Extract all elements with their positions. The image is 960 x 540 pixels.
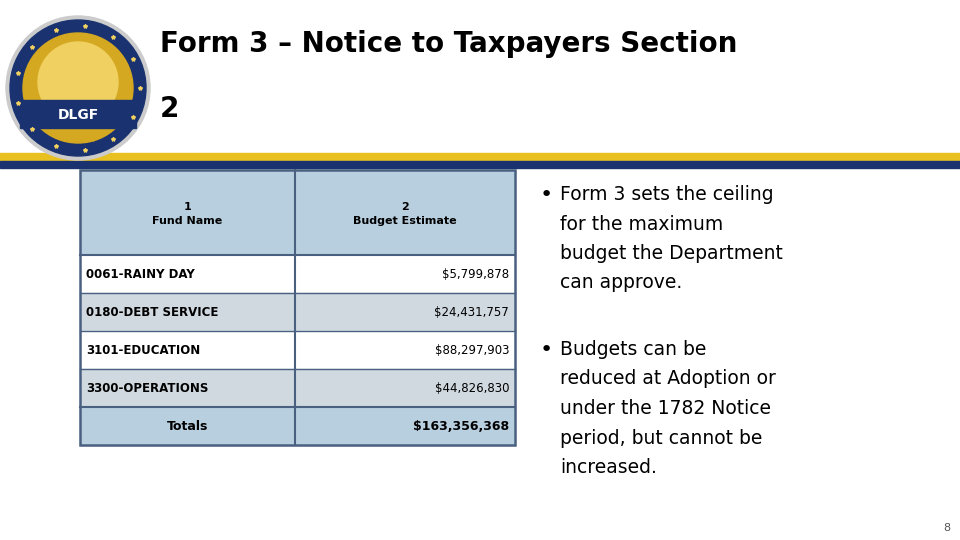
Text: $44,826,830: $44,826,830 <box>435 381 509 395</box>
Text: Form 3 – Notice to Taxpayers Section: Form 3 – Notice to Taxpayers Section <box>160 30 737 58</box>
Text: Budgets can be
reduced at Adoption or
under the 1782 Notice
period, but cannot b: Budgets can be reduced at Adoption or un… <box>560 340 776 477</box>
Text: 0180-DEBT SERVICE: 0180-DEBT SERVICE <box>86 306 218 319</box>
Text: $24,431,757: $24,431,757 <box>434 306 509 319</box>
Bar <box>80 170 515 445</box>
Circle shape <box>6 16 150 160</box>
Bar <box>80 331 515 369</box>
Text: INDIANA: INDIANA <box>61 136 94 145</box>
Bar <box>80 170 515 255</box>
Text: DLGF: DLGF <box>58 108 99 122</box>
Text: 0061-RAINY DAY: 0061-RAINY DAY <box>86 267 195 280</box>
Bar <box>80 293 515 331</box>
Text: 3300-OPERATIONS: 3300-OPERATIONS <box>86 381 208 395</box>
Bar <box>0 161 960 168</box>
Text: 2: 2 <box>401 201 409 212</box>
Text: 2: 2 <box>160 95 180 123</box>
Circle shape <box>38 42 118 122</box>
Text: •: • <box>540 340 553 360</box>
Bar <box>80 255 515 293</box>
Bar <box>0 153 960 161</box>
Circle shape <box>10 20 146 156</box>
Text: 8: 8 <box>943 523 950 533</box>
Bar <box>80 369 515 407</box>
Bar <box>80 407 515 445</box>
Text: 1: 1 <box>183 201 191 212</box>
Text: $5,799,878: $5,799,878 <box>442 267 509 280</box>
Text: 3101-EDUCATION: 3101-EDUCATION <box>86 343 201 356</box>
Text: $163,356,368: $163,356,368 <box>413 420 509 433</box>
Text: Form 3 sets the ceiling
for the maximum
budget the Department
can approve.: Form 3 sets the ceiling for the maximum … <box>560 185 782 293</box>
Bar <box>20 100 136 128</box>
Text: •: • <box>540 185 553 205</box>
Text: Budget Estimate: Budget Estimate <box>353 215 457 226</box>
Circle shape <box>23 33 133 143</box>
Text: $88,297,903: $88,297,903 <box>435 343 509 356</box>
Text: Fund Name: Fund Name <box>153 215 223 226</box>
Text: Totals: Totals <box>167 420 208 433</box>
